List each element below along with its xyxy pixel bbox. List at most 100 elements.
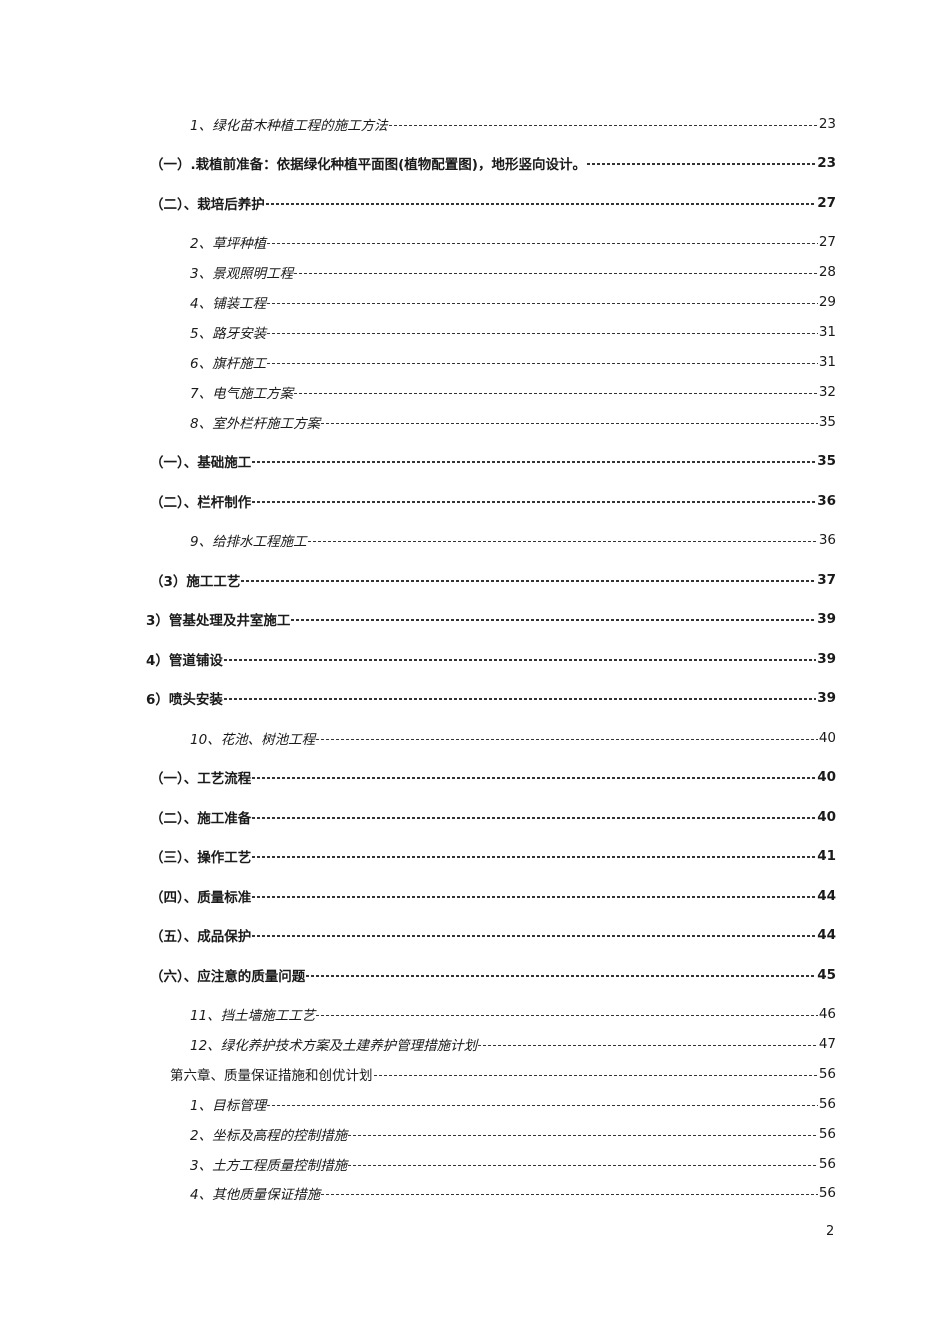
toc-leader xyxy=(478,1044,818,1046)
toc-leader xyxy=(252,896,817,898)
toc-entry-title: 11、挡土墙施工工艺 xyxy=(190,1008,316,1024)
toc-leader xyxy=(306,975,817,977)
toc-entry[interactable]: （一）.栽植前准备：依据绿化种植平面图(植物配置图)，地形竖向设计。 23 xyxy=(150,153,836,173)
toc-entry-title: （三）、操作工艺 xyxy=(150,850,252,866)
toc-entry[interactable]: 11、挡土墙施工工艺 46 xyxy=(190,1004,836,1024)
toc-leader xyxy=(294,272,818,274)
toc-leader xyxy=(373,1074,818,1076)
toc-leader xyxy=(267,332,818,334)
toc-entry-page: 45 xyxy=(817,967,836,983)
toc-entry[interactable]: 1、目标管理 56 xyxy=(190,1094,836,1114)
toc-entry-page: 32 xyxy=(818,384,836,400)
toc-leader xyxy=(241,580,817,582)
toc-entry[interactable]: 7、电气施工方案 32 xyxy=(190,382,836,402)
toc-entry-page: 46 xyxy=(818,1006,836,1022)
toc-entry-title: 8、室外栏杆施工方案 xyxy=(190,416,321,432)
toc-entry-page: 56 xyxy=(818,1185,836,1201)
toc-entry[interactable]: 3）管基处理及井室施工 39 xyxy=(146,609,836,629)
toc-entry-page: 40 xyxy=(817,809,836,825)
toc-entry-page: 56 xyxy=(818,1156,836,1172)
toc-entry-title: （二）、施工准备 xyxy=(150,811,252,827)
toc-entry-title: 10、花池、树池工程 xyxy=(190,732,316,748)
toc-leader xyxy=(388,124,818,126)
toc-leader xyxy=(307,540,818,542)
toc-entry-page: 29 xyxy=(818,294,836,310)
toc-entry[interactable]: 1、绿化苗木种植工程的施工方法 23 xyxy=(190,114,836,134)
toc-entry[interactable]: 3、土方工程质量控制措施 56 xyxy=(190,1154,836,1174)
toc-entry-page: 39 xyxy=(817,611,836,627)
toc-entry[interactable]: （四）、质量标准 44 xyxy=(150,886,836,906)
toc-leader xyxy=(252,856,817,858)
toc-entry-title: （四）、质量标准 xyxy=(150,890,252,906)
toc-entry[interactable]: （3）施工工艺 37 xyxy=(150,570,836,590)
toc-entry[interactable]: 3、景观照明工程 28 xyxy=(190,262,836,282)
toc-entry-title: 5、路牙安装 xyxy=(190,326,267,342)
toc-leader xyxy=(294,392,818,394)
toc-entry[interactable]: 9、给排水工程施工 36 xyxy=(190,530,836,550)
toc-leader xyxy=(267,362,818,364)
toc-entry[interactable]: （一）、工艺流程 40 xyxy=(150,767,836,787)
toc-entry[interactable]: 2、草坪种植 27 xyxy=(190,232,836,252)
toc-entry[interactable]: （一）、基础施工 35 xyxy=(150,451,836,471)
toc-entry[interactable]: 6）喷头安装 39 xyxy=(146,688,836,708)
toc-entry-page: 27 xyxy=(817,195,836,211)
toc-entry-title: 9、给排水工程施工 xyxy=(190,534,307,550)
toc-entry-page: 23 xyxy=(818,116,836,132)
toc-entry[interactable]: （六）、应注意的质量问题 45 xyxy=(150,965,836,985)
toc-entry[interactable]: 2、坐标及高程的控制措施 56 xyxy=(190,1124,836,1144)
toc-leader xyxy=(321,1193,818,1195)
toc-entry[interactable]: 第六章、质量保证措施和创优计划 56 xyxy=(170,1064,836,1084)
toc-entry-title: 1、目标管理 xyxy=(190,1098,267,1114)
toc-entry[interactable]: 8、室外栏杆施工方案 35 xyxy=(190,412,836,432)
toc-entry-title: （二）、栽培后养护 xyxy=(150,197,265,213)
toc-entry-title: （一）.栽植前准备：依据绿化种植平面图(植物配置图)，地形竖向设计。 xyxy=(150,157,586,173)
toc-leader xyxy=(252,461,817,463)
toc-entry-page: 36 xyxy=(817,493,836,509)
toc-entry-title: （五）、成品保护 xyxy=(150,929,252,945)
toc-entry-title: 4、铺装工程 xyxy=(190,296,267,312)
toc-entry-title: 3、土方工程质量控制措施 xyxy=(190,1158,348,1174)
toc-leader xyxy=(267,1104,818,1106)
toc-entry-page: 56 xyxy=(818,1126,836,1142)
toc-entry[interactable]: 4、铺装工程 29 xyxy=(190,292,836,312)
toc-entry[interactable]: 10、花池、树池工程 40 xyxy=(190,728,836,748)
toc-entry-title: 2、草坪种植 xyxy=(190,236,267,252)
toc-leader xyxy=(316,1014,818,1016)
toc-entry-page: 36 xyxy=(818,532,836,548)
toc-entry-title: 3）管基处理及井室施工 xyxy=(146,613,291,629)
toc-entry[interactable]: （二）、栽培后养护 27 xyxy=(150,193,836,213)
toc-entry-page: 35 xyxy=(817,453,836,469)
toc-entry-title: 4、其他质量保证措施 xyxy=(190,1187,321,1203)
toc-entry-page: 28 xyxy=(818,264,836,280)
toc-entry-title: 3、景观照明工程 xyxy=(190,266,294,282)
toc-entry-page: 41 xyxy=(817,848,836,864)
toc-entry-title: （一）、基础施工 xyxy=(150,455,252,471)
toc-entry-page: 31 xyxy=(818,324,836,340)
toc-entry-page: 56 xyxy=(818,1096,836,1112)
toc-leader xyxy=(291,619,817,621)
toc-entry-page: 37 xyxy=(817,572,836,588)
toc-entry-page: 44 xyxy=(817,888,836,904)
toc-entry-title: 1、绿化苗木种植工程的施工方法 xyxy=(190,118,388,134)
toc-leader xyxy=(265,203,817,205)
toc-entry[interactable]: 12、绿化养护技术方案及土建养护管理措施计划 47 xyxy=(190,1034,836,1054)
toc-entry[interactable]: （三）、操作工艺 41 xyxy=(150,846,836,866)
page-number: 2 xyxy=(826,1224,835,1239)
toc-entry-title: 6、旗杆施工 xyxy=(190,356,267,372)
toc-leader xyxy=(223,698,817,700)
toc-entry-page: 31 xyxy=(818,354,836,370)
toc-entry[interactable]: 6、旗杆施工 31 xyxy=(190,352,836,372)
toc-entry[interactable]: （二）、施工准备 40 xyxy=(150,807,836,827)
toc-leader xyxy=(252,935,817,937)
toc-leader xyxy=(252,777,817,779)
toc-entry[interactable]: （五）、成品保护 44 xyxy=(150,925,836,945)
toc-entry[interactable]: 4）管道铺设 39 xyxy=(146,649,836,669)
toc-leader xyxy=(252,501,817,503)
toc-leader xyxy=(348,1164,818,1166)
toc-entry-page: 39 xyxy=(817,651,836,667)
toc-entry-title: 4）管道铺设 xyxy=(146,653,223,669)
toc-entry[interactable]: （二）、栏杆制作 36 xyxy=(150,491,836,511)
toc-entry-title: 第六章、质量保证措施和创优计划 xyxy=(170,1068,373,1084)
toc-entry[interactable]: 4、其他质量保证措施 56 xyxy=(190,1183,836,1203)
toc-entry[interactable]: 5、路牙安装 31 xyxy=(190,322,836,342)
